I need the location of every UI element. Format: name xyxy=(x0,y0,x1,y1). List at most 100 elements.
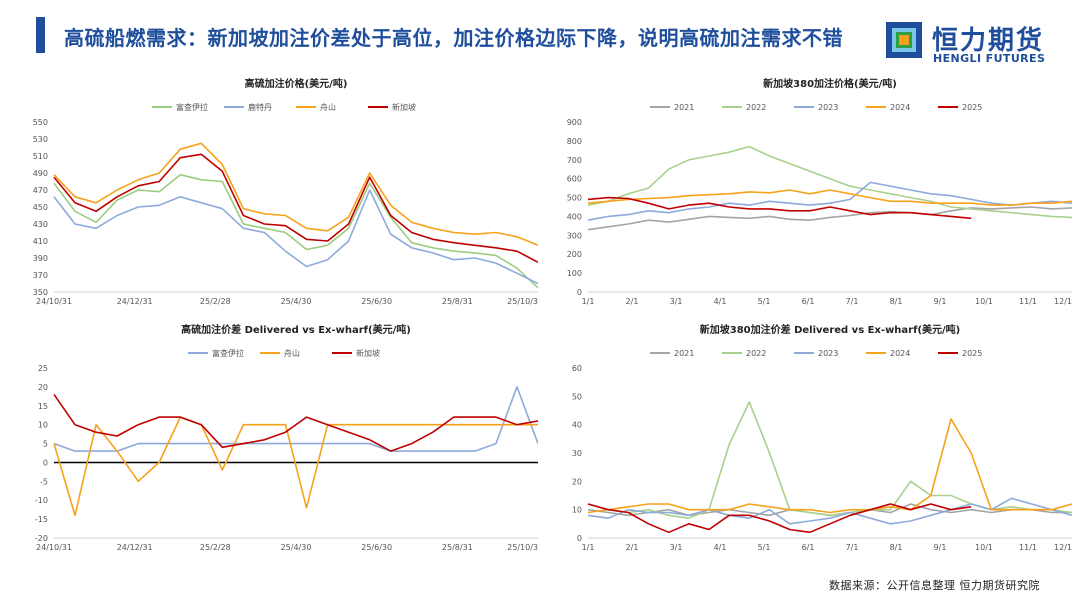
y-tick-label: 0 xyxy=(577,534,582,543)
x-tick-label: 24/12/31 xyxy=(117,297,153,306)
y-tick-label: 20 xyxy=(38,383,48,392)
legend-label: 舟山 xyxy=(284,348,300,358)
x-tick-label: 24/10/31 xyxy=(36,297,72,306)
y-tick-label: 600 xyxy=(567,175,582,184)
legend-label: 富查伊拉 xyxy=(212,348,244,358)
data-source-note: 数据来源：公开信息整理 恒力期货研究院 xyxy=(829,579,1040,592)
legend-label: 2022 xyxy=(746,103,766,112)
series-line xyxy=(587,145,1072,219)
legend-item: 2023 xyxy=(794,103,838,112)
chart-sg380-spread: 新加坡380加注价差 Delivered vs Ex-wharf(美元/吨) 20… xyxy=(542,318,1072,558)
legend-label: 鹿特丹 xyxy=(248,102,272,112)
legend-item: 富查伊拉 xyxy=(188,348,244,358)
y-tick-label: -5 xyxy=(40,477,48,486)
legend-item: 富查伊拉 xyxy=(152,102,208,112)
x-tick-label: 1/1 xyxy=(582,543,595,552)
legend-item: 2024 xyxy=(866,349,910,358)
series-line xyxy=(587,196,972,220)
y-tick-label: 410 xyxy=(33,237,48,246)
legend-label: 2024 xyxy=(890,349,910,358)
legend-item: 2022 xyxy=(722,103,766,112)
x-tick-label: 25/6/30 xyxy=(361,297,392,306)
y-tick-label: -15 xyxy=(35,515,48,524)
legend-label: 2021 xyxy=(674,103,694,112)
series-line xyxy=(587,189,1072,206)
x-tick-label: 25/4/30 xyxy=(281,543,312,552)
y-tick-label: 500 xyxy=(567,194,582,203)
series-line xyxy=(587,206,1072,231)
y-tick-label: 40 xyxy=(572,421,582,430)
legend-item: 2025 xyxy=(938,103,982,112)
x-tick-label: 12/1 xyxy=(1054,543,1072,552)
x-tick-label: 24/10/31 xyxy=(36,543,72,552)
legend-item: 鹿特丹 xyxy=(224,102,272,112)
legend-label: 新加坡 xyxy=(356,348,380,358)
company-logo: 恒力期货 HENGLI FUTURES xyxy=(880,18,1060,68)
legend-label: 舟山 xyxy=(320,102,336,112)
y-tick-label: 15 xyxy=(38,402,48,411)
legend-item: 2025 xyxy=(938,349,982,358)
chart-svg: 新加坡380加注价格(美元/吨) 2021 2022 2023 2024 2025 0 100… xyxy=(567,77,1072,306)
legend-label: 2025 xyxy=(962,103,982,112)
x-tick-label: 25/8/31 xyxy=(442,297,473,306)
legend-item: 2021 xyxy=(650,349,694,358)
logo-mark-icon xyxy=(886,22,922,58)
x-tick-label: 25/10/3 xyxy=(507,543,538,552)
y-tick-label: 10 xyxy=(572,506,582,515)
x-tick-label: 1/1 xyxy=(582,297,595,306)
y-tick-label: -20 xyxy=(35,534,48,543)
y-tick-label: 430 xyxy=(33,220,48,229)
x-tick-label: 25/2/28 xyxy=(200,543,231,552)
chart-title: 高硫加注价差 Delivered vs Ex-wharf(美元/吨) xyxy=(181,323,411,336)
legend-label: 2022 xyxy=(746,349,766,358)
x-tick-label: 5/1 xyxy=(758,543,771,552)
y-tick-label: 30 xyxy=(572,449,582,458)
y-tick-label: 450 xyxy=(33,203,48,212)
y-tick-label: 20 xyxy=(572,477,582,486)
legend-item: 新加坡 xyxy=(332,348,380,358)
y-tick-label: 370 xyxy=(33,271,48,280)
x-tick-label: 9/1 xyxy=(934,297,947,306)
y-tick-label: 390 xyxy=(33,254,48,263)
legend-label: 2021 xyxy=(674,349,694,358)
chart-svg: 新加坡380加注价差 Delivered vs Ex-wharf(美元/吨) 20… xyxy=(572,323,1072,552)
legend-item: 2021 xyxy=(650,103,694,112)
x-tick-label: 25/6/30 xyxy=(361,543,392,552)
x-tick-label: 11/1 xyxy=(1019,297,1037,306)
x-tick-label: 6/1 xyxy=(802,297,815,306)
legend-item: 舟山 xyxy=(296,102,336,112)
legend-label: 2023 xyxy=(818,103,838,112)
y-tick-label: 470 xyxy=(33,186,48,195)
y-tick-label: 400 xyxy=(567,212,582,221)
series-line xyxy=(53,416,538,517)
series-line xyxy=(53,153,538,264)
x-tick-label: 7/1 xyxy=(846,297,859,306)
x-tick-label: 25/8/31 xyxy=(442,543,473,552)
legend-label: 2024 xyxy=(890,103,910,112)
series-line xyxy=(587,503,972,534)
x-tick-label: 8/1 xyxy=(890,297,903,306)
series-line xyxy=(587,401,1072,519)
chart-title: 新加坡380加注价差 Delivered vs Ex-wharf(美元/吨) xyxy=(700,323,961,336)
y-tick-label: 60 xyxy=(572,364,582,373)
x-tick-label: 4/1 xyxy=(714,543,727,552)
legend-item: 舟山 xyxy=(260,348,300,358)
legend-label: 新加坡 xyxy=(392,102,416,112)
y-tick-label: -10 xyxy=(35,496,48,505)
chart-hsfo-spread: 高硫加注价差 Delivered vs Ex-wharf(美元/吨) 富查伊拉 舟山… xyxy=(8,318,538,558)
y-tick-label: 300 xyxy=(567,231,582,240)
legend-item: 新加坡 xyxy=(368,102,416,112)
logo-name-cn: 恒力期货 xyxy=(932,26,1045,56)
y-tick-label: 5 xyxy=(43,440,48,449)
x-tick-label: 3/1 xyxy=(670,297,683,306)
y-tick-label: 25 xyxy=(38,364,48,373)
y-tick-label: 200 xyxy=(567,250,582,259)
legend-item: 2022 xyxy=(722,349,766,358)
x-tick-label: 2/1 xyxy=(626,543,639,552)
legend-item: 2023 xyxy=(794,349,838,358)
legend-label: 2023 xyxy=(818,349,838,358)
series-line xyxy=(53,189,538,285)
series-line xyxy=(53,142,538,247)
series-line xyxy=(53,386,538,452)
y-tick-label: 350 xyxy=(33,288,48,297)
